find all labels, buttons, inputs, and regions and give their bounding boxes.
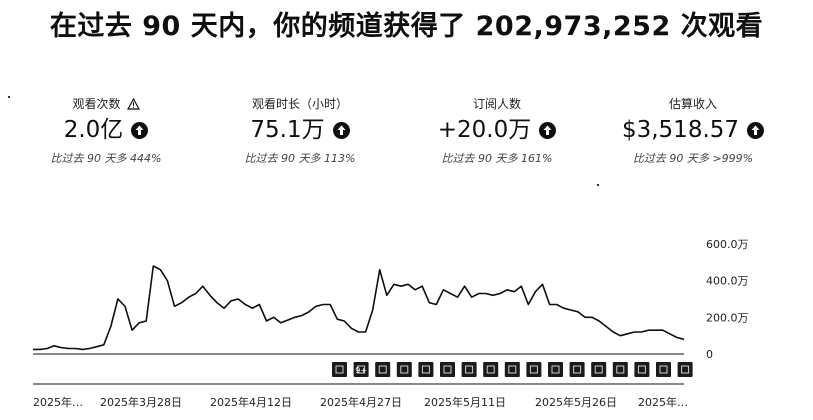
y-tick-label: 200.0万 — [706, 311, 749, 324]
video-thumb-glyph — [594, 365, 603, 374]
arrow-up-circle-icon — [332, 121, 350, 139]
metric-value-row: 75.1万 — [200, 116, 400, 144]
video-thumbnail-icon[interactable] — [656, 362, 671, 377]
video-marker-label: 9+ — [355, 366, 367, 375]
video-thumb-glyph — [421, 365, 430, 374]
video-thumb-glyph — [486, 365, 495, 374]
video-thumb-glyph — [659, 365, 668, 374]
video-marker-box[interactable] — [526, 362, 542, 377]
metric-comparison: 比过去 90 天多 >999% — [632, 152, 754, 165]
x-tick-label: 2025年… — [33, 395, 83, 409]
video-thumb-glyph — [551, 365, 560, 374]
video-marker-box[interactable] — [612, 362, 628, 377]
metric-comparison: 比过去 90 天多 161% — [441, 152, 553, 165]
metric-card[interactable]: 观看次数 2.0亿比过去 90 天多 444% — [6, 96, 206, 166]
metric-label: 观看次数 — [6, 96, 206, 112]
arrow-up-circle-icon — [539, 121, 557, 139]
video-marker-box[interactable] — [504, 362, 520, 377]
arrow-up-circle-icon — [131, 121, 149, 139]
metric-label: 估算收入 — [668, 97, 717, 111]
x-tick-label: 2025年5月11日 — [424, 395, 506, 409]
video-thumbnail-icon[interactable] — [461, 362, 477, 377]
video-thumbnail-icon[interactable] — [483, 362, 499, 377]
metric-card[interactable]: 估算收入 $3,518.57 比过去 90 天多 >999% — [593, 96, 793, 166]
metric-label: 观看时长（小时） — [251, 97, 348, 111]
x-tick-label: 2025年4月27日 — [320, 395, 402, 409]
video-thumbnail-icon[interactable] — [332, 362, 347, 377]
video-thumbnail-icon[interactable] — [396, 362, 412, 377]
video-marker-box[interactable] — [569, 362, 585, 377]
decorative-dot — [597, 184, 599, 186]
video-thumbnail-icon[interactable] — [591, 362, 607, 377]
video-thumbnail-icon[interactable] — [504, 362, 520, 377]
video-marker-box[interactable] — [461, 362, 477, 377]
metric-comparison: 比过去 90 天多 444% — [50, 152, 162, 165]
video-thumbnail-icon[interactable] — [612, 362, 628, 377]
x-tick-label: 2025年3月28日 — [100, 395, 182, 409]
video-thumbnail-icon[interactable] — [375, 362, 391, 377]
decorative-dot — [8, 96, 10, 98]
video-marker-box[interactable] — [634, 362, 650, 377]
video-thumbnail-icon[interactable] — [634, 362, 650, 377]
video-thumb-glyph — [443, 365, 452, 374]
x-tick-label: 2025年4月12日 — [210, 395, 292, 409]
metric-card[interactable]: 观看时长（小时） 75.1万比过去 90 天多 113% — [200, 96, 400, 166]
video-thumbnail-icon[interactable] — [526, 362, 542, 377]
video-marker-box[interactable] — [375, 362, 391, 377]
metric-value-row: +20.0万 — [397, 116, 597, 144]
video-marker-box[interactable] — [483, 362, 499, 377]
metric-value-row: $3,518.57 — [593, 116, 793, 144]
video-thumbnail-icon[interactable] — [677, 362, 693, 377]
video-thumb-glyph — [357, 365, 366, 374]
page-headline: 在过去 90 天内，你的频道获得了 202,973,252 次观看 — [49, 11, 764, 42]
metric-comparison: 比过去 90 天多 113% — [244, 152, 356, 165]
metric-value-row: 2.0亿 — [6, 116, 206, 144]
metric-value: +20.0万 — [437, 117, 532, 143]
views-series-line[interactable] — [33, 265, 685, 351]
warning-triangle-icon[interactable] — [126, 97, 140, 114]
video-marker-box[interactable] — [440, 362, 455, 377]
video-marker-box[interactable] — [332, 362, 347, 377]
video-marker-box[interactable] — [548, 362, 563, 377]
video-thumb-glyph — [465, 365, 474, 374]
x-tick-label: 2025年5月26日 — [535, 395, 617, 409]
arrow-up-circle-icon — [747, 121, 765, 139]
video-thumb-glyph — [637, 365, 646, 374]
metric-value: 2.0亿 — [63, 117, 124, 143]
video-marker-box[interactable] — [656, 362, 671, 377]
video-thumbnail-icon[interactable]: 9+ — [353, 362, 369, 377]
metric-value: $3,518.57 — [621, 117, 740, 143]
video-thumbnail-icon[interactable] — [418, 362, 434, 377]
y-tick-label: 0 — [706, 348, 713, 361]
video-marker-box[interactable] — [418, 362, 434, 377]
video-thumb-glyph — [335, 365, 344, 374]
y-tick-label: 400.0万 — [706, 275, 749, 288]
metric-card[interactable]: 订阅人数 +20.0万比过去 90 天多 161% — [397, 96, 597, 166]
video-marker-box[interactable] — [677, 362, 693, 377]
video-thumbnail-icon[interactable] — [569, 362, 585, 377]
video-thumb-glyph — [529, 365, 538, 374]
x-tick-label: 2025年… — [638, 395, 688, 409]
video-thumb-glyph — [400, 365, 409, 374]
video-thumb-glyph — [616, 365, 625, 374]
video-thumb-glyph — [508, 365, 517, 374]
video-thumb-glyph — [573, 365, 582, 374]
video-thumb-glyph — [378, 365, 387, 374]
video-thumbnail-icon[interactable] — [548, 362, 563, 377]
video-marker-box[interactable] — [396, 362, 412, 377]
video-marker-box[interactable] — [591, 362, 607, 377]
y-tick-label: 600.0万 — [706, 238, 749, 251]
video-thumbnail-icon[interactable] — [440, 362, 455, 377]
metric-label: 订阅人数 — [472, 97, 521, 111]
video-thumb-glyph — [681, 365, 690, 374]
metric-value: 75.1万 — [250, 117, 325, 143]
